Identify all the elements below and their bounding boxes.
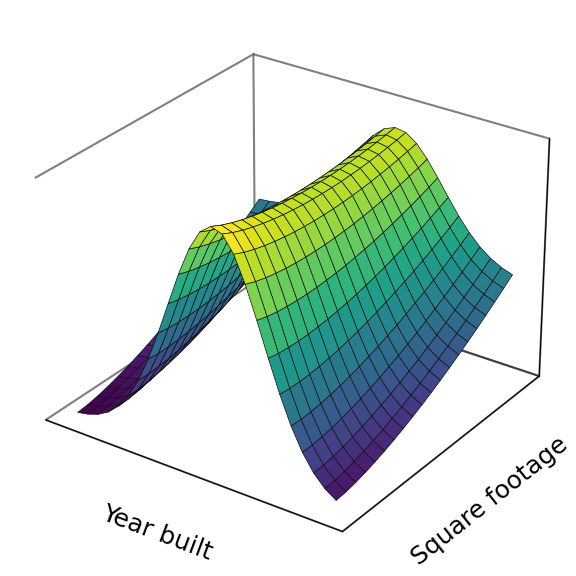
Y-axis label: Square footage: Square footage: [407, 432, 573, 570]
X-axis label: Year built: Year built: [98, 501, 216, 564]
